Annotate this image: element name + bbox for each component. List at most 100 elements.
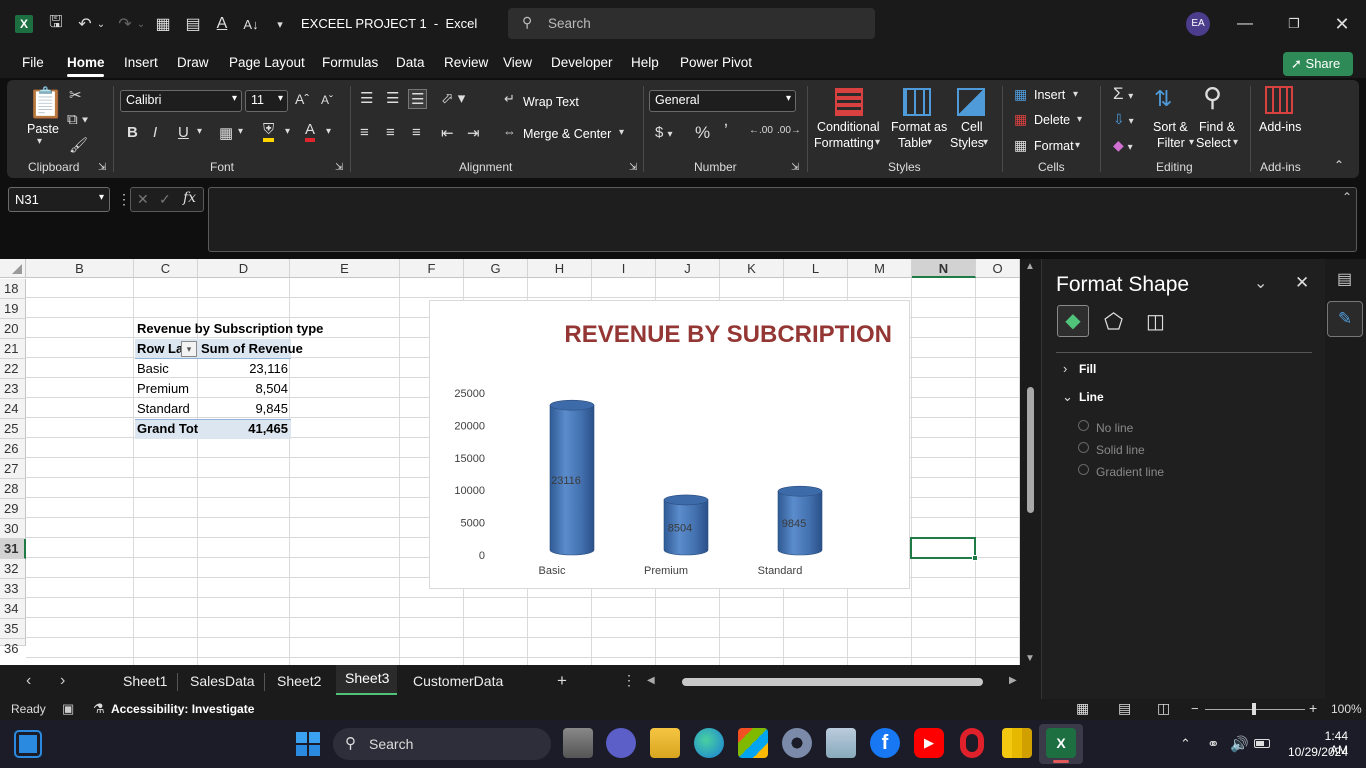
vertical-scrollbar[interactable]: ▲ ▼ <box>1020 259 1041 665</box>
folder-icon[interactable] <box>650 728 680 758</box>
italic-icon[interactable]: I <box>153 124 158 141</box>
cell-styles-icon[interactable] <box>957 88 985 116</box>
number-launcher-icon[interactable]: ⇲ <box>791 162 800 173</box>
column-header-f[interactable]: F <box>400 259 464 278</box>
solid-line-radio[interactable] <box>1078 442 1089 453</box>
fill-expand-icon[interactable]: › <box>1063 361 1068 376</box>
sheet-tab[interactable]: CustomerData <box>413 673 504 689</box>
clear-icon[interactable]: ◆ ▾ <box>1113 137 1133 153</box>
paste-label[interactable]: Paste <box>27 122 59 136</box>
scroll-left-icon[interactable]: ◀ <box>647 675 655 686</box>
font-color-quick-icon[interactable]: A <box>216 15 228 32</box>
line-section-header[interactable]: Line <box>1079 390 1104 404</box>
bold-icon[interactable]: B <box>127 124 138 141</box>
increase-indent-icon[interactable]: ⇥ <box>467 125 480 142</box>
chart-bar-basic[interactable]: 23116 <box>549 399 595 556</box>
tab-help[interactable]: Help <box>631 55 659 70</box>
borders-icon[interactable]: ▦ <box>219 125 234 142</box>
name-box[interactable]: N31 ▾ <box>8 187 110 212</box>
pivot-title[interactable]: Revenue by Subscription type <box>137 321 324 336</box>
table-icon[interactable]: ▦ <box>155 16 171 33</box>
alignment-launcher-icon[interactable]: ⇲ <box>629 162 638 173</box>
tab-options-icon[interactable]: ⋮ <box>622 672 636 688</box>
underline-dropdown-icon[interactable]: ▾ <box>197 126 203 137</box>
format-cells-button[interactable]: Format <box>1034 139 1074 153</box>
font-name-select[interactable]: Calibri ▾ <box>120 90 242 112</box>
row-header-21[interactable]: 21 <box>0 339 26 359</box>
find-select-label[interactable]: Find & <box>1199 120 1236 134</box>
row-header-28[interactable]: 28 <box>0 479 26 499</box>
chevron-down-icon[interactable]: ▾ <box>875 137 881 148</box>
row-header-31[interactable]: 31 <box>0 539 26 559</box>
tab-insert[interactable]: Insert <box>124 55 158 70</box>
row-header-18[interactable]: 18 <box>0 279 26 299</box>
pivot-total-value[interactable]: 41,465 <box>248 421 288 436</box>
chart-bar-standard[interactable]: 9845 <box>777 485 823 556</box>
paste-icon[interactable]: 📋 <box>27 87 65 120</box>
tab-power-pivot[interactable]: Power Pivot <box>680 55 753 70</box>
chevron-down-icon[interactable]: ▾ <box>1075 140 1081 151</box>
decrease-decimal-icon[interactable]: .00→ <box>777 125 801 136</box>
form-icon[interactable]: ▤ <box>185 16 201 33</box>
scroll-up-icon[interactable]: ▲ <box>1025 261 1035 272</box>
windows-start-icon[interactable] <box>296 732 320 756</box>
conditional-formatting-icon[interactable] <box>835 88 863 116</box>
undo-dropdown-icon[interactable]: ⌄ <box>96 18 106 30</box>
pivot-row-label[interactable]: Premium <box>137 381 190 396</box>
align-center-icon[interactable]: ≡ <box>386 124 395 141</box>
pivot-row-label-header[interactable]: Row La <box>137 341 184 356</box>
volume-icon[interactable]: 🔊 <box>1230 736 1249 753</box>
column-header-c[interactable]: C <box>134 259 198 278</box>
pivot-value-header[interactable]: Sum of Revenue <box>201 341 303 356</box>
merge-center-icon[interactable]: ⇔ <box>503 124 516 139</box>
addins-icon[interactable] <box>1265 86 1293 114</box>
conditional-formatting-label-2[interactable]: Formatting <box>814 136 874 150</box>
wrap-text-icon[interactable]: ↵ <box>504 91 515 106</box>
fill-line-tab-icon[interactable]: ◆ <box>1057 305 1089 337</box>
tab-data[interactable]: Data <box>396 55 425 70</box>
column-header-n[interactable]: N <box>912 259 976 278</box>
format-as-table-label[interactable]: Format as <box>891 120 948 134</box>
customize-qat-icon[interactable]: ▾ <box>277 18 283 31</box>
add-sheet-icon[interactable]: + <box>557 671 567 690</box>
sort-filter-icon[interactable]: ⇅ <box>1154 86 1173 111</box>
chevron-down-icon[interactable]: ▾ <box>1189 137 1195 148</box>
align-bottom-icon[interactable]: ☰ <box>408 89 428 109</box>
no-line-label[interactable]: No line <box>1096 421 1134 435</box>
properties-icon[interactable]: ▤ <box>1337 271 1353 288</box>
sheet-tab[interactable]: Sheet2 <box>277 673 322 689</box>
horizontal-scroll-thumb[interactable] <box>682 678 983 686</box>
photos-icon[interactable] <box>826 728 856 758</box>
effects-tab-icon[interactable]: ⬠ <box>1104 309 1124 334</box>
battery-icon[interactable] <box>1254 739 1270 748</box>
sort-filter-label[interactable]: Sort & <box>1153 120 1188 134</box>
tab-review[interactable]: Review <box>444 55 489 70</box>
line-collapse-icon[interactable]: ⌄ <box>1062 389 1073 404</box>
insert-function-icon[interactable]: fx <box>183 190 197 206</box>
row-header-26[interactable]: 26 <box>0 439 26 459</box>
orientation-icon[interactable]: ⬀ ▾ <box>441 90 466 107</box>
fill-icon[interactable]: ⇩ ▾ <box>1113 111 1134 127</box>
merge-center-button[interactable]: Merge & Center <box>523 127 612 141</box>
row-header-34[interactable]: 34 <box>0 599 26 619</box>
wrap-text-button[interactable]: Wrap Text <box>523 95 579 109</box>
vertical-scroll-thumb[interactable] <box>1027 387 1034 513</box>
column-header-i[interactable]: I <box>592 259 656 278</box>
chevron-down-icon[interactable]: ▾ <box>1073 89 1079 100</box>
sort-filter-label-2[interactable]: Filter <box>1157 136 1185 150</box>
selected-cell[interactable] <box>910 537 976 559</box>
gradient-line-label[interactable]: Gradient line <box>1096 465 1165 479</box>
user-avatar[interactable]: EA <box>1186 12 1210 36</box>
youtube-icon[interactable]: ▶ <box>914 728 944 758</box>
fill-section-header[interactable]: Fill <box>1079 362 1097 376</box>
insert-cells-button[interactable]: Insert <box>1034 88 1066 102</box>
autosum-icon[interactable]: Σ ▾ <box>1113 84 1134 103</box>
accessibility-status[interactable]: Accessibility: Investigate <box>111 702 255 716</box>
scroll-down-icon[interactable]: ▼ <box>1025 653 1035 664</box>
increase-font-icon[interactable]: Aˆ <box>295 91 309 107</box>
clock-date[interactable]: 10/29/2024 <box>1287 745 1348 759</box>
decrease-indent-icon[interactable]: ⇤ <box>441 125 454 142</box>
macro-record-icon[interactable]: ▣ <box>62 701 75 716</box>
page-break-view-icon[interactable]: ◫ <box>1157 700 1171 716</box>
tab-page-layout[interactable]: Page Layout <box>229 55 305 70</box>
